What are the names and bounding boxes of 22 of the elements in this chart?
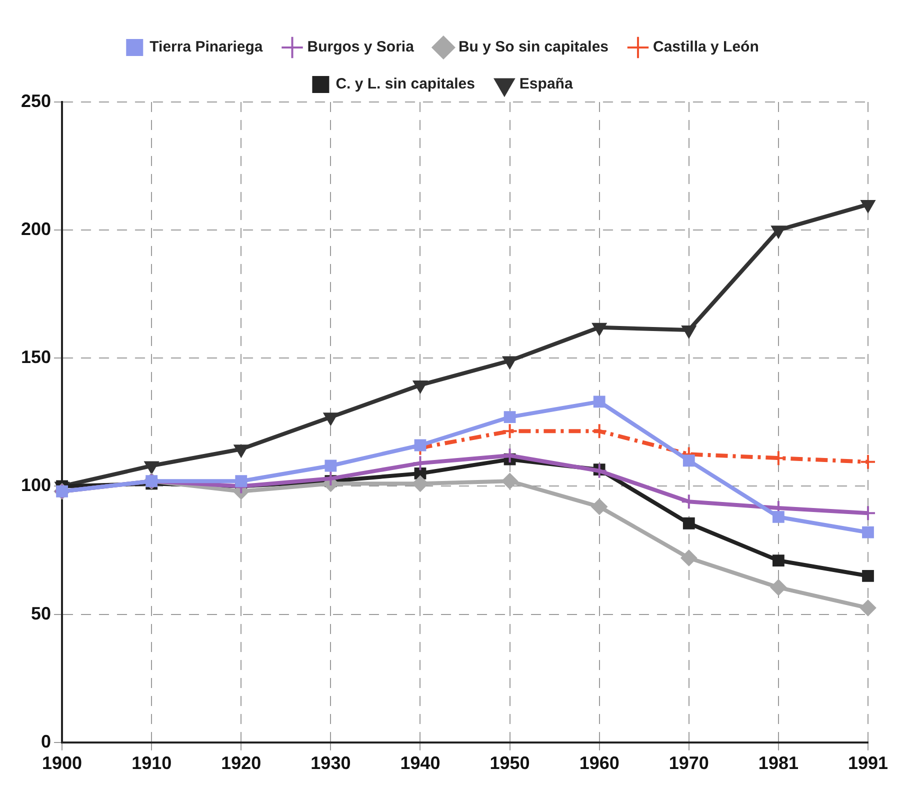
- x-tick-label: 1920: [221, 753, 262, 774]
- x-tick-label: 1930: [310, 753, 351, 774]
- legend-label: Tierra Pinariega: [150, 38, 264, 56]
- y-tick-label: 100: [20, 475, 52, 496]
- legend-label: Bu y So sin capitales: [458, 38, 609, 56]
- x-tick-label: 1900: [42, 753, 82, 774]
- y-tick-label: 250: [20, 90, 52, 111]
- legend-label: C. y L. sin capitales: [336, 76, 475, 93]
- x-tick-label: 1960: [579, 753, 620, 774]
- legend-label: Castilla y León: [652, 38, 759, 56]
- x-tick-label: 1970: [668, 753, 709, 774]
- x-tick-label: 1910: [132, 753, 172, 774]
- legend-label: España: [519, 76, 574, 93]
- y-tick-label: 200: [20, 219, 52, 240]
- legend-label: Burgos y Soria: [307, 38, 415, 56]
- y-tick-label: 0: [41, 731, 52, 752]
- x-tick-label: 1991: [848, 753, 888, 774]
- x-tick-label: 1950: [490, 753, 530, 774]
- x-tick-label: 1981: [758, 753, 798, 774]
- y-tick-label: 50: [31, 603, 52, 624]
- y-tick-label: 150: [20, 347, 52, 368]
- x-tick-label: 1940: [400, 753, 440, 774]
